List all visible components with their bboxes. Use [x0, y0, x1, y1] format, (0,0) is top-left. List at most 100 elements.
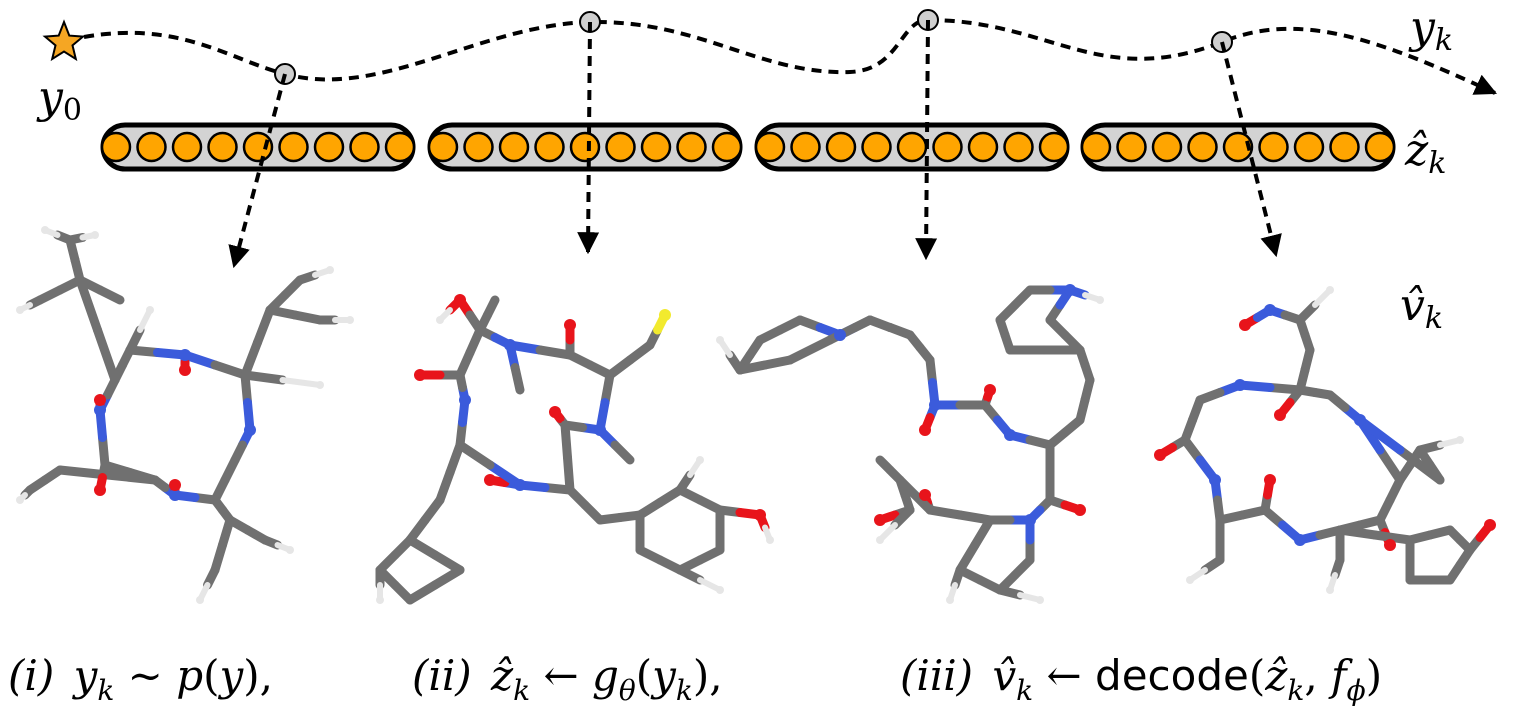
bond: [465, 325, 485, 357]
atom: [146, 306, 154, 314]
atom: [919, 489, 931, 501]
bond: [240, 338, 262, 380]
latent-vector-3: [754, 122, 1070, 172]
bond: [725, 350, 745, 375]
latent-unit: [1038, 131, 1070, 163]
latent-unit: [932, 131, 963, 163]
atom: [929, 399, 941, 411]
atom: [1326, 286, 1334, 294]
atom: [1274, 409, 1286, 421]
atom: [94, 404, 106, 416]
atom: [436, 316, 444, 324]
latent-unit: [1187, 131, 1218, 163]
latent-unit: [242, 131, 274, 163]
atom: [514, 479, 526, 491]
decode-arrow-4: [1220, 41, 1282, 258]
caption-step-1: (i) yk ∼ p(y),: [8, 651, 273, 707]
bond: [455, 440, 495, 470]
latent-unit: [384, 131, 416, 163]
latent-unit: [1258, 131, 1289, 163]
latent-unit: [534, 131, 565, 163]
latent-unit: [1329, 131, 1360, 163]
latent-vector-1: [100, 122, 416, 172]
bond: [955, 540, 980, 575]
bond: [995, 585, 1025, 600]
latent-unit: [569, 131, 601, 163]
latent-unit: [278, 131, 309, 163]
bond: [485, 460, 525, 490]
atom: [346, 316, 354, 324]
atom: [196, 596, 204, 604]
atom: [696, 456, 704, 464]
start-label: y0: [36, 72, 82, 128]
molecule-1: [16, 226, 354, 604]
molecule-label: v̂k: [1400, 280, 1443, 336]
bond: [600, 370, 615, 407]
atom: [244, 424, 256, 436]
atom: [549, 406, 561, 418]
atom: [484, 474, 496, 486]
bond: [875, 455, 895, 475]
atom: [286, 546, 294, 554]
bond: [405, 535, 440, 560]
atom: [169, 479, 181, 491]
atom: [754, 509, 766, 521]
bond: [510, 363, 525, 395]
latent-trajectory-curve: [83, 17, 1497, 95]
bond: [75, 275, 102, 335]
bond: [675, 470, 695, 495]
atom: [659, 309, 671, 321]
bond: [1375, 445, 1405, 485]
atom: [1484, 519, 1496, 531]
atom: [946, 596, 954, 604]
bond: [1335, 525, 1380, 540]
atom: [459, 394, 471, 406]
atom: [91, 231, 99, 239]
molecule-2: [375, 294, 774, 605]
bond: [1200, 555, 1225, 575]
atom: [179, 364, 191, 376]
latent-unit: [427, 131, 459, 163]
bond: [1295, 300, 1320, 325]
atom: [1186, 576, 1194, 584]
bond: [210, 360, 250, 380]
bond: [535, 345, 575, 360]
atom: [1239, 319, 1251, 331]
bond: [93, 325, 120, 385]
atom: [1024, 514, 1036, 526]
latent-unit: [967, 131, 999, 163]
atom: [179, 349, 191, 361]
atom: [41, 226, 49, 234]
latent-unit: [861, 131, 892, 163]
atom: [1294, 534, 1306, 546]
latent-unit: [605, 131, 636, 163]
bond: [1395, 445, 1445, 485]
atom: [94, 484, 106, 496]
latent-unit: [1222, 131, 1254, 163]
latent-vector-2: [427, 122, 743, 172]
latent-unit: [896, 131, 928, 163]
atom: [1234, 379, 1246, 391]
decode-arrow-2: [577, 21, 600, 255]
atom: [16, 496, 24, 504]
bond: [560, 420, 572, 462]
atom: [1456, 436, 1464, 444]
bond: [98, 433, 110, 470]
molecule-4: [1154, 286, 1496, 594]
bond: [103, 470, 160, 485]
bond: [405, 580, 440, 605]
bond: [430, 550, 465, 575]
atom: [919, 424, 931, 436]
atom: [984, 384, 996, 396]
bond: [125, 325, 145, 355]
bond: [279, 377, 323, 388]
atom: [376, 596, 384, 604]
atom: [716, 586, 724, 594]
latent-unit: [790, 131, 821, 163]
bond: [785, 335, 835, 365]
bond: [1295, 385, 1320, 397]
latent-unit: [825, 131, 857, 163]
bond: [610, 440, 635, 465]
atom: [316, 381, 324, 389]
latent-unit: [207, 131, 238, 163]
